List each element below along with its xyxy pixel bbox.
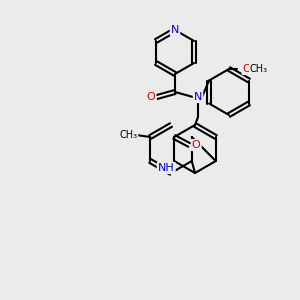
Text: NH: NH [158, 163, 175, 173]
Text: CH₃: CH₃ [250, 64, 268, 74]
Text: O: O [192, 140, 201, 150]
Text: CH₃: CH₃ [119, 130, 137, 140]
Text: N: N [171, 25, 179, 35]
Text: O: O [243, 64, 251, 74]
Text: N: N [194, 92, 202, 102]
Text: O: O [147, 92, 155, 102]
